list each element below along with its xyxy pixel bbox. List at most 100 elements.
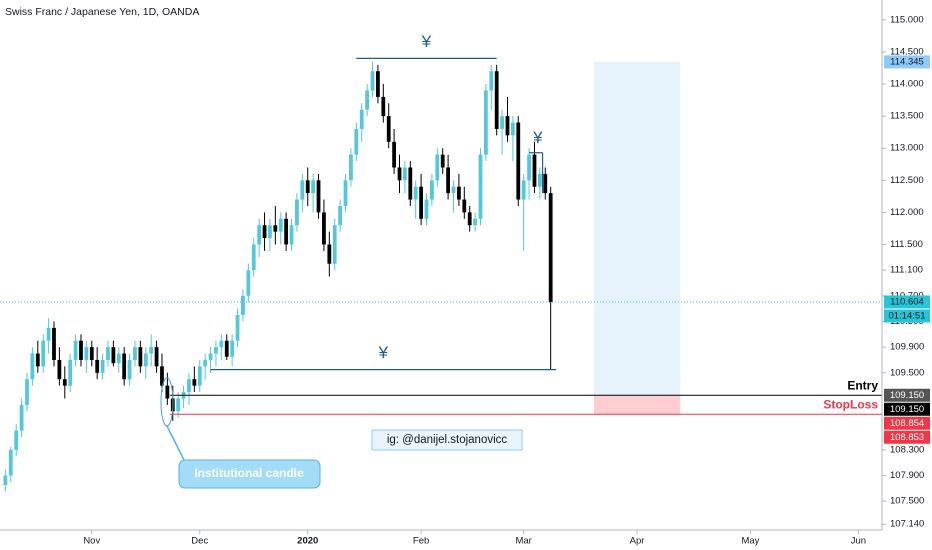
y-tick-label: 114.000 — [890, 79, 924, 90]
y-tick-label: 113.000 — [890, 143, 924, 154]
price-badge — [884, 55, 930, 69]
candle-body — [62, 379, 67, 386]
y-tick-label: 112.000 — [890, 207, 924, 218]
callout-pointer — [166, 425, 186, 463]
countdown-text: 01:14:51 — [889, 310, 926, 321]
candle-body — [68, 359, 73, 386]
candle-body — [489, 71, 494, 91]
candle-body — [359, 109, 364, 129]
candle-body — [230, 340, 235, 357]
drawings: Entry StopLoss ¥ ¥ ¥ — [170, 32, 882, 415]
candle-body — [462, 199, 467, 213]
candle-body — [370, 71, 375, 91]
candle-body — [527, 154, 531, 181]
candle-body — [257, 225, 262, 245]
candle-body — [73, 340, 78, 360]
price-badge-text: 114.345 — [890, 56, 924, 67]
price-badge-text: 108.853 — [890, 432, 924, 443]
y-tick-label: 107.500 — [890, 496, 924, 507]
candle-body — [451, 186, 456, 194]
candle-body — [338, 205, 343, 226]
candle-body — [19, 404, 24, 431]
candle-body — [343, 180, 348, 206]
candle-body — [122, 353, 127, 380]
stop-zone — [593, 395, 681, 415]
candle-body — [30, 353, 35, 380]
x-tick-label: Apr — [630, 536, 645, 547]
candle-body — [446, 167, 450, 194]
x-tick-label: Feb — [413, 536, 429, 547]
candle-body — [187, 379, 191, 393]
y-tick-label: 109.900 — [890, 342, 924, 353]
candle-body — [25, 379, 29, 405]
price-badge — [884, 416, 930, 430]
candle-body — [403, 167, 407, 181]
candle-body — [284, 218, 289, 245]
candles — [3, 61, 553, 492]
candle-body — [349, 154, 353, 181]
candle-body — [381, 96, 386, 117]
candle-body — [408, 167, 413, 200]
candle-body — [89, 347, 94, 360]
candle-body — [106, 347, 110, 360]
candle-body — [251, 244, 256, 271]
candle-body — [116, 353, 121, 364]
candle-body — [57, 359, 62, 380]
candle-body — [365, 90, 370, 110]
candle-body — [322, 212, 326, 245]
x-tick-label: Dec — [191, 536, 208, 547]
candle-body — [143, 353, 148, 367]
candle-body — [197, 366, 202, 386]
candle-body — [154, 347, 159, 367]
candle-body — [354, 128, 359, 155]
x-tick-label: 2020 — [297, 536, 318, 547]
x-tick-label: Mar — [515, 536, 531, 547]
y-tick-label: 107.900 — [890, 470, 924, 481]
price-badge — [884, 430, 930, 444]
x-tick-label: May — [741, 536, 759, 547]
candle-body — [46, 327, 51, 341]
candle-body — [473, 218, 477, 226]
candle-body — [224, 340, 229, 357]
candle-body — [435, 154, 440, 181]
candle-body — [84, 347, 89, 360]
candle-body — [289, 225, 294, 245]
callout-text: Institutional candle — [194, 466, 304, 480]
y-tick-label: 111.100 — [890, 265, 923, 276]
candle-body — [430, 180, 434, 200]
candle-body — [537, 173, 542, 187]
candle-body — [278, 218, 283, 232]
candle-body — [386, 116, 391, 142]
candle-body — [521, 180, 526, 200]
candle-body — [111, 347, 116, 364]
candle-body — [305, 180, 310, 194]
candle-body — [235, 315, 240, 341]
candle-body — [14, 430, 19, 450]
price-badge — [884, 388, 930, 402]
candle-body — [35, 353, 40, 367]
candle-body — [203, 359, 208, 367]
candle-body — [3, 475, 8, 486]
candle-body — [138, 347, 143, 367]
candle-body — [327, 244, 332, 264]
price-badge — [884, 402, 930, 416]
candle-body — [133, 347, 137, 360]
candle-body — [316, 180, 321, 213]
candle-body — [500, 116, 504, 129]
ruler-label: ¥ — [378, 343, 389, 362]
candle-body — [440, 154, 445, 168]
price-badge-text: 108.854 — [890, 418, 924, 429]
price-badge-text: 109.150 — [890, 404, 924, 415]
candle-body — [165, 385, 170, 399]
target-zone — [593, 61, 681, 396]
y-tick-label: 109.500 — [890, 367, 924, 378]
candle-body — [100, 359, 105, 373]
candle-body — [419, 186, 423, 219]
candle-body — [262, 225, 267, 239]
candle-body — [516, 122, 521, 200]
candle-body — [208, 353, 213, 360]
price-badge-text: 110.604 — [890, 296, 924, 307]
price-badge-text: 109.150 — [890, 390, 924, 401]
candle-body — [505, 116, 510, 136]
